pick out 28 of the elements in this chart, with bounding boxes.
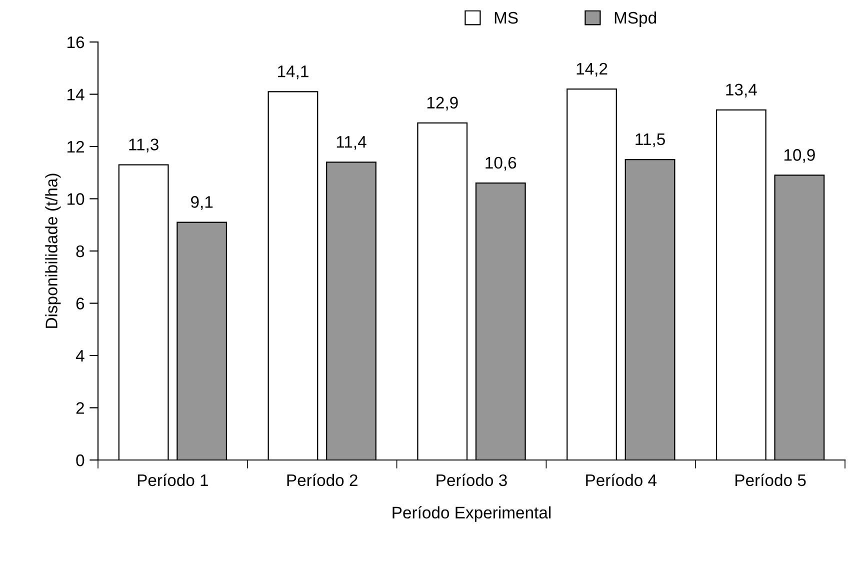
legend-label: MS	[494, 12, 518, 24]
x-tick-label: Período 4	[586, 474, 657, 486]
x-tick-label: Período 1	[138, 474, 208, 486]
y-tick-label: 8	[76, 245, 84, 258]
data-label: 14,1	[278, 66, 308, 80]
y-tick-label: 12	[68, 140, 84, 153]
y-tick-label: 0	[76, 454, 84, 466]
x-tick-label: Período 5	[736, 474, 806, 486]
y-tick-label: 14	[68, 88, 84, 100]
x-tick-label: Período 2	[287, 474, 358, 486]
data-label: 11,4	[336, 136, 366, 150]
y-tick-label: 2	[76, 402, 84, 414]
legend-label: MSpd	[614, 11, 656, 27]
y-axis-title: Disponibilidade (t/ha)	[45, 174, 61, 328]
data-label: 13,4	[726, 84, 757, 98]
y-tick-label: 6	[76, 298, 84, 310]
data-label: 11,5	[636, 134, 665, 148]
y-tick-label: 4	[76, 350, 84, 362]
data-label: 12,9	[427, 96, 458, 111]
y-tick-label: 10	[68, 193, 84, 205]
y-tick-label: 16	[68, 36, 84, 48]
data-label: 9,1	[191, 196, 213, 210]
data-label: 10,9	[784, 149, 815, 163]
data-label: 14,2	[576, 62, 608, 77]
x-axis-title: Período Experimental	[392, 506, 551, 522]
data-label: 10,6	[486, 156, 516, 171]
data-label: 11,3	[129, 138, 158, 152]
x-tick-label: Período 3	[436, 474, 507, 486]
